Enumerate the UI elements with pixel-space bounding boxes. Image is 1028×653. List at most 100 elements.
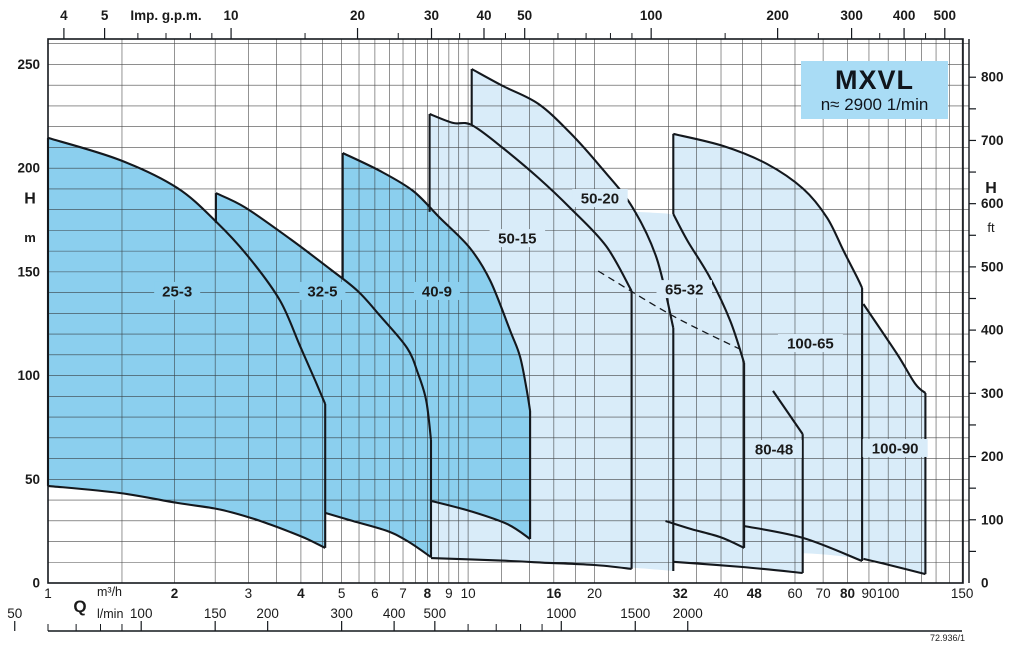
top-tick-label: 300 <box>840 8 863 23</box>
envelope-label-100-65[interactable]: 100-65 <box>787 336 834 353</box>
envelope-edge-40-9 <box>342 152 532 412</box>
envelope-edge-40-9 <box>431 500 531 540</box>
envelope-edge-65-32 <box>672 213 746 364</box>
bottom-m3h-label: 16 <box>546 586 562 601</box>
brand-title: MXVL <box>834 64 914 95</box>
bottom-m3h-label: 80 <box>840 586 855 601</box>
envelope-edge-65-32 <box>665 519 745 549</box>
envelope-outlines <box>46 68 927 576</box>
bottom-m3h-label: 7 <box>399 586 407 601</box>
envelope-label-40-9[interactable]: 40-9 <box>422 283 452 300</box>
envelope-label-50-20[interactable]: 50-20 <box>581 191 619 208</box>
bottom-m3h-label: 32 <box>673 586 688 601</box>
envelope-edge-80-48 <box>772 390 804 435</box>
left-axis-title: H <box>24 190 36 207</box>
bottom-lmin-label: 50 <box>7 606 22 621</box>
left-tick-label: 150 <box>17 264 40 279</box>
right-tick-label: 400 <box>981 323 1004 338</box>
bottom-m3h-label: 70 <box>816 586 831 601</box>
right-tick-label: 500 <box>981 259 1004 274</box>
dashed-guide-line <box>597 270 745 352</box>
bottom-m3h-label: 90 <box>861 586 876 601</box>
left-tick-label: 200 <box>17 161 40 176</box>
bottom-m3h-label: 8 <box>424 586 432 601</box>
envelope-label-bg <box>746 440 802 459</box>
bottom-lmin-label: 500 <box>424 606 447 621</box>
right-axis-unit: ft <box>987 220 995 235</box>
top-axis-title: Imp. g.p.m. <box>130 8 201 23</box>
bottom-lmin-label: 1500 <box>620 606 650 621</box>
left-tick-label: 100 <box>17 368 40 383</box>
top-tick-label: 200 <box>766 8 789 23</box>
envelope-label-bg <box>777 334 843 353</box>
envelope-label-50-15[interactable]: 50-15 <box>498 231 536 248</box>
envelope-label-25-3[interactable]: 25-3 <box>162 283 192 300</box>
envelope-label-bg <box>656 280 712 299</box>
top-tick-label: 4 <box>60 8 68 23</box>
top-tick-label: 400 <box>893 8 916 23</box>
right-axis: 0 100 200 300 400 500 600 700 800 Hft <box>969 70 1004 591</box>
top-tick-label: 50 <box>517 8 532 23</box>
right-tick-label: 200 <box>981 449 1004 464</box>
bottom-m3h-label: 60 <box>787 586 802 601</box>
left-tick-label: 50 <box>25 472 40 487</box>
bottom-m3h-label: 40 <box>713 586 728 601</box>
top-tick-label: 30 <box>424 8 439 23</box>
left-axis: 0 50 100 150 200 250 Hm <box>17 57 40 591</box>
right-tick-label: 100 <box>981 512 1004 527</box>
envelope-label-65-32[interactable]: 65-32 <box>665 282 703 299</box>
envelope-edge-80-48 <box>673 560 803 575</box>
top-tick-label: 10 <box>224 8 239 23</box>
top-tick-label: 5 <box>101 8 109 23</box>
right-tick-label: 300 <box>981 386 1004 401</box>
right-tick-label: 600 <box>981 196 1004 211</box>
right-axis-title: H <box>985 180 997 197</box>
top-tick-label: 40 <box>476 8 491 23</box>
left-tick-label: 0 <box>32 576 40 591</box>
envelope-labels: 50-15 50-20 65-32 80-48 100-65 100-90 25-3 32-5… <box>154 189 928 459</box>
bottom-m3h-label: 2 <box>171 586 179 601</box>
top-tick-label: 100 <box>640 8 663 23</box>
drawing-number: 72.936/1 <box>929 633 965 643</box>
envelope-label-bg <box>489 229 546 248</box>
left-tick-label: 250 <box>17 57 40 72</box>
bottom-m3h-label: 6 <box>371 586 379 601</box>
envelope-label-80-48[interactable]: 80-48 <box>755 442 793 459</box>
bottom-m3h-label: 5 <box>338 586 346 601</box>
envelope-fill-100-90[interactable] <box>744 267 926 575</box>
bottom-m3h-label: 100 <box>877 586 900 601</box>
envelope-edge-25-3 <box>47 484 326 549</box>
bottom-lmin-label: 2000 <box>673 606 703 621</box>
bottom-lmin-label: 200 <box>256 606 279 621</box>
brand-speed: n≈ 2900 1/min <box>820 95 929 115</box>
right-tick-label: 700 <box>981 133 1004 148</box>
envelope-label-bg <box>413 281 460 300</box>
top-tick-label: 500 <box>934 8 957 23</box>
top-axis: 4 5 10 20 30 40 50 100 200 300 400 500 Imp. g.p.m. <box>60 8 956 39</box>
envelope-edge-32-5 <box>324 511 432 558</box>
brand-box: MXVL n≈ 2900 1/min <box>801 61 948 119</box>
envelope-edge-100-65 <box>743 524 863 562</box>
envelope-edge-100-65 <box>673 132 864 289</box>
bottom-m3h-label: 48 <box>747 586 763 601</box>
bottom-m3h-label: 1 <box>44 586 52 601</box>
bottom-lmin-label: 100 <box>130 606 153 621</box>
envelope-label-32-5[interactable]: 32-5 <box>307 283 337 300</box>
envelope-fills <box>48 69 926 575</box>
envelope-edge-100-90 <box>862 303 927 394</box>
bottom-m3h-label: 3 <box>245 586 253 601</box>
bottom-m3h-label: 9 <box>445 586 453 601</box>
left-axis-unit: m <box>24 230 36 245</box>
right-tick-label: 800 <box>981 70 1004 85</box>
bottom-lmin-label: 150 <box>204 606 227 621</box>
envelope-label-100-90[interactable]: 100-90 <box>872 440 919 457</box>
envelope-label-bg <box>572 189 628 208</box>
bottom-m3h-label: 150 <box>951 586 974 601</box>
envelope-edge-50-15 <box>430 557 632 570</box>
envelope-edge-32-5 <box>215 192 433 441</box>
top-tick-label: 20 <box>350 8 365 23</box>
bottom-axis: 1 2 3 4 5 6 7 8 9 10 16 20 32 40 48 60 70 80 90 100 150Qm³/h… <box>7 585 974 632</box>
bottom-lmin-label: 400 <box>383 606 406 621</box>
bottom-lmin-label: 300 <box>330 606 353 621</box>
